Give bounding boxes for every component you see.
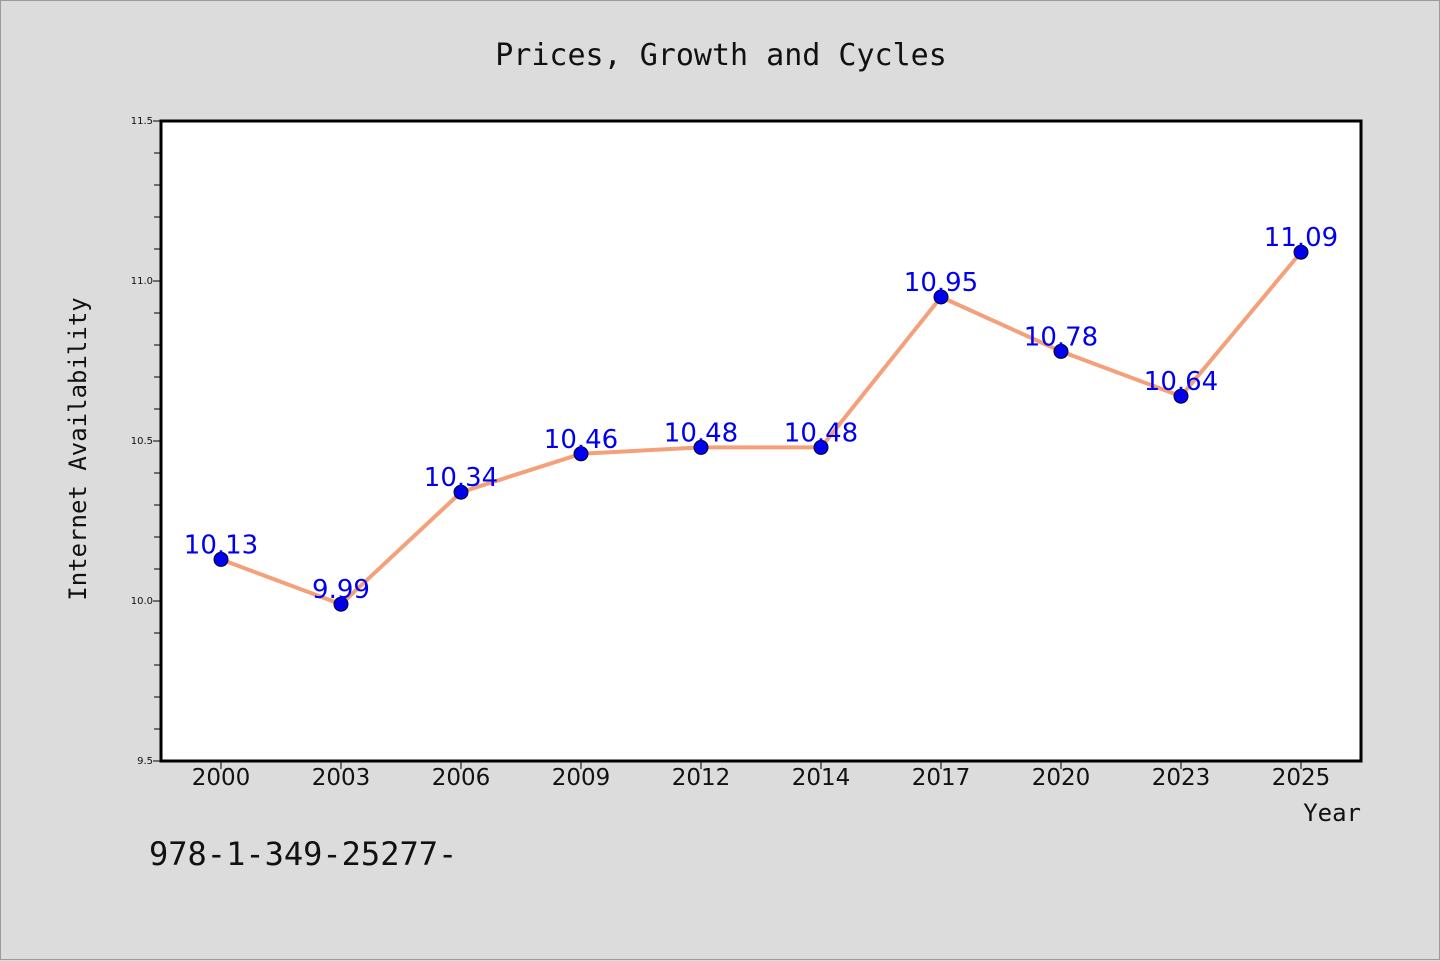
- data-point: [933, 289, 949, 305]
- markers-group: [213, 244, 1309, 612]
- series-line: [220, 250, 1303, 607]
- x-tick-label: 2014: [792, 765, 851, 791]
- x-tick-label: 2009: [552, 765, 611, 791]
- data-labels-group: 10.13 9.99 10.34 10.46 10.48 10.48 10.95 10.78 1…: [184, 223, 1338, 605]
- y-tick-label: 10.5: [131, 436, 153, 447]
- data-label: 11.09: [1264, 223, 1338, 253]
- chart-title: Prices, Growth and Cycles: [495, 38, 947, 73]
- data-label: 10.46: [544, 425, 618, 455]
- data-point: [213, 551, 229, 567]
- y-tick-label: 9.5: [137, 756, 153, 767]
- x-tick-label: 2020: [1032, 765, 1091, 791]
- data-point: [813, 439, 829, 455]
- y-tick-label: 11.5: [131, 116, 153, 127]
- x-tick-label: 2000: [192, 765, 251, 791]
- x-axis-label: Year: [1303, 799, 1361, 827]
- series-line-group: [220, 250, 1303, 607]
- data-point: [573, 446, 589, 462]
- y-axis: 9.5 10.0 10.5 11.0 11.5: [131, 116, 161, 767]
- footer-isbn-text: 978-1-349-25277-: [149, 835, 457, 873]
- x-tick-label: 2003: [312, 765, 371, 791]
- x-tick-label: 2025: [1272, 765, 1331, 791]
- data-point: [1053, 343, 1069, 359]
- data-point: [453, 484, 469, 500]
- data-label: 10.95: [904, 268, 978, 298]
- x-tick-label: 2012: [672, 765, 731, 791]
- data-label: 10.48: [664, 418, 738, 448]
- data-label: 10.34: [424, 463, 498, 493]
- data-label: 10.13: [184, 530, 258, 560]
- data-label: 10.78: [1024, 322, 1098, 352]
- data-label: 10.48: [784, 418, 858, 448]
- plot-area: [159, 119, 1363, 763]
- data-point: [693, 439, 709, 455]
- data-point: [333, 596, 349, 612]
- data-point: [1173, 388, 1189, 404]
- x-tick-label: 2023: [1152, 765, 1211, 791]
- x-tick-label: 2006: [432, 765, 491, 791]
- x-axis: 2000 2003 2006 2009 2012 2014 2017 2020 2023 2025: [192, 761, 1331, 791]
- y-axis-label: Internet Availability: [64, 297, 92, 600]
- y-tick-label: 11.0: [131, 276, 153, 287]
- data-label: 9.99: [312, 575, 370, 605]
- y-tick-label: 10.0: [131, 596, 153, 607]
- x-tick-label: 2017: [912, 765, 971, 791]
- data-point: [1293, 244, 1309, 260]
- data-label: 10.64: [1144, 367, 1218, 397]
